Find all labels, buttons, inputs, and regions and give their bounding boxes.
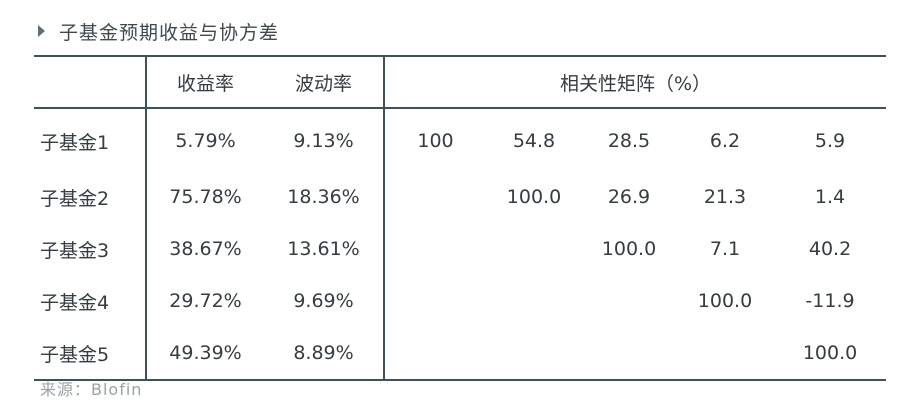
table-title-text: 子基金预期收益与协方差	[59, 21, 280, 44]
correlation-cell	[582, 275, 676, 327]
volatility-cell: 9.13%	[264, 108, 385, 171]
correlation-cell: 21.3	[703, 186, 747, 208]
correlation-cell	[486, 327, 582, 381]
triangle-bullet-icon	[38, 25, 45, 37]
header-corner	[34, 55, 147, 109]
correlation-cell: 100.0	[697, 290, 753, 312]
return-cell: 38.67%	[169, 238, 242, 260]
correlation-cell: 5.9	[814, 130, 846, 152]
correlation-cell	[384, 223, 486, 275]
table-row: 子基金4 29.72% 9.69% 100.0 -11.9	[34, 275, 886, 327]
correlation-cell: 26.9	[607, 186, 651, 208]
volatility-cell: 8.89%	[264, 327, 385, 381]
correlation-cell: 6.2	[709, 130, 741, 152]
correlation-cell	[384, 327, 486, 381]
correlation-cell	[384, 171, 486, 223]
correlation-cell: 40.2	[808, 238, 852, 260]
table-row: 子基金5 49.39% 8.89% 100.0	[34, 327, 887, 381]
fund-name: 子基金4	[34, 275, 147, 327]
fund-name: 子基金1	[34, 108, 147, 171]
fund-name: 子基金2	[34, 171, 147, 223]
correlation-cell: -11.9	[805, 290, 855, 312]
return-cell: 5.79%	[175, 130, 236, 152]
correlation-cell: 100	[417, 130, 454, 152]
correlation-cell	[582, 327, 676, 381]
return-cell: 49.39%	[146, 327, 264, 381]
table-row: 子基金3 38.67% 13.61% 100.0 7.1 40.2	[34, 223, 886, 275]
fund-name: 子基金3	[34, 223, 147, 275]
header-correlation: 相关性矩阵（%）	[384, 55, 887, 109]
correlation-cell: 7.1	[709, 238, 741, 260]
correlation-cell: 54.8	[512, 130, 556, 152]
correlation-cell: 1.4	[814, 186, 846, 208]
volatility-cell: 9.69%	[264, 275, 385, 327]
header-volatility: 波动率	[264, 55, 385, 109]
correlation-cell	[676, 327, 774, 381]
fund-name: 子基金5	[34, 327, 147, 381]
table-row: 子基金1 5.79% 9.13% 100 54.8 28.5 6.2 5.9	[34, 108, 886, 171]
correlation-cell	[384, 275, 486, 327]
correlation-cell: 100.0	[774, 327, 887, 381]
return-cell: 29.72%	[169, 290, 242, 312]
return-cell: 75.78%	[169, 186, 242, 208]
correlation-cell: 100.0	[601, 238, 657, 260]
header-returns: 收益率	[146, 55, 264, 109]
correlation-cell	[486, 275, 582, 327]
fund-table: 收益率 波动率 相关性矩阵（%） 子基金1 5.79% 9.13% 100 54.8 28…	[34, 55, 887, 381]
correlation-cell: 100.0	[506, 186, 562, 208]
correlation-cell: 28.5	[607, 130, 651, 152]
correlation-cell	[486, 223, 582, 275]
table-row: 子基金2 75.78% 18.36% 100.0 26.9 21.3 1.4	[34, 171, 886, 223]
volatility-cell: 13.61%	[264, 223, 385, 275]
volatility-cell: 18.36%	[264, 171, 385, 223]
table-title: 子基金预期收益与协方差	[38, 16, 279, 46]
header-row: 收益率 波动率 相关性矩阵（%）	[34, 55, 887, 109]
source-note: 来源：Blofin	[40, 380, 143, 399]
